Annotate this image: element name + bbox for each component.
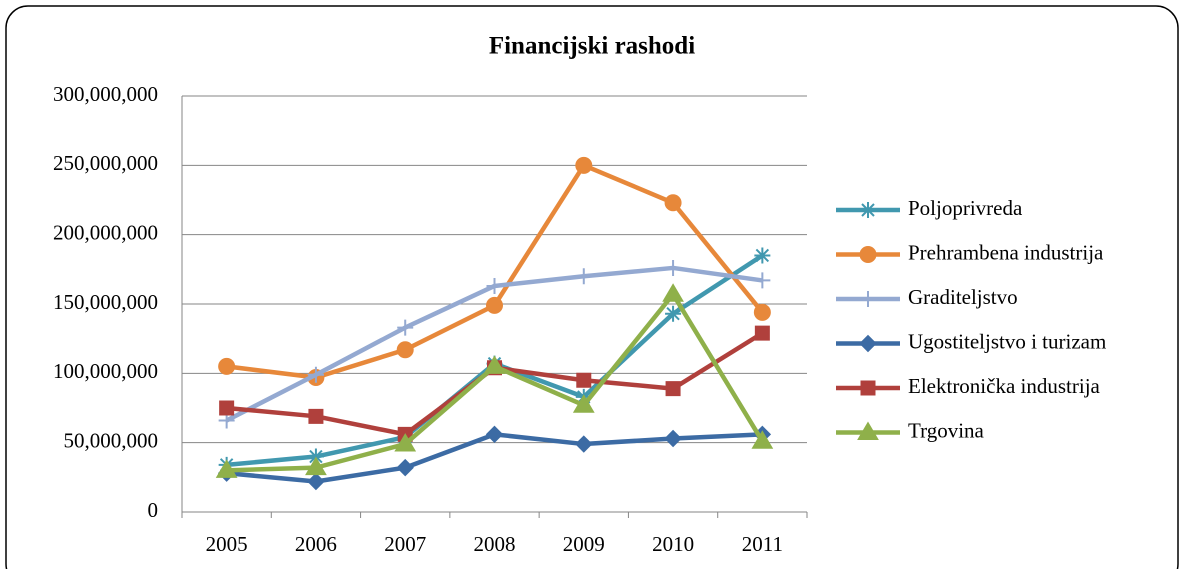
marker xyxy=(485,425,504,444)
legend-label: Poljoprivreda xyxy=(908,196,1023,220)
marker xyxy=(754,325,770,341)
x-tick-label: 2011 xyxy=(742,532,783,556)
x-tick-label: 2007 xyxy=(384,532,426,556)
marker xyxy=(307,366,324,383)
marker xyxy=(664,194,682,212)
marker xyxy=(859,246,877,263)
x-tick-label: 2006 xyxy=(295,532,337,556)
marker xyxy=(485,296,504,314)
marker xyxy=(394,433,417,452)
marker xyxy=(860,291,876,307)
marker xyxy=(665,259,682,276)
marker xyxy=(754,247,771,264)
y-tick-label: 50,000,000 xyxy=(64,428,159,452)
marker xyxy=(753,303,771,321)
marker xyxy=(664,429,682,448)
legend-label: Ugostiteljstvo i turizam xyxy=(908,329,1106,353)
marker xyxy=(860,202,876,218)
chart-title: Financijski rashodi xyxy=(489,33,695,60)
y-tick-label: 150,000,000 xyxy=(53,290,158,314)
marker xyxy=(662,283,684,302)
marker xyxy=(307,448,324,465)
y-tick-label: 250,000,000 xyxy=(53,151,158,175)
legend-label: Graditeljstvo xyxy=(908,285,1018,309)
marker xyxy=(397,319,414,336)
marker xyxy=(305,456,327,476)
marker xyxy=(859,334,877,353)
legend-label: Prehrambena industrija xyxy=(908,240,1104,264)
marker xyxy=(483,355,506,374)
y-tick-label: 100,000,000 xyxy=(53,359,158,383)
marker xyxy=(572,394,595,413)
marker xyxy=(575,156,593,174)
y-tick-label: 0 xyxy=(148,498,159,522)
marker xyxy=(576,372,592,388)
marker xyxy=(307,472,325,491)
x-tick-label: 2009 xyxy=(563,532,605,556)
x-tick-label: 2010 xyxy=(652,532,694,556)
marker xyxy=(857,421,879,440)
legend-label: Elektronička industrija xyxy=(908,374,1101,398)
chart-border xyxy=(5,5,1179,569)
marker xyxy=(396,341,414,359)
x-tick-label: 2005 xyxy=(206,532,248,556)
marker xyxy=(396,458,414,477)
marker xyxy=(215,459,238,478)
x-tick-label: 2008 xyxy=(474,532,516,556)
legend-label: Trgovina xyxy=(908,418,985,442)
marker xyxy=(665,305,682,322)
marker xyxy=(665,381,681,397)
marker xyxy=(486,277,503,294)
marker xyxy=(575,268,592,285)
marker xyxy=(219,400,235,416)
marker xyxy=(575,435,593,453)
marker xyxy=(860,380,876,396)
marker xyxy=(751,430,774,449)
y-tick-label: 200,000,000 xyxy=(53,220,158,244)
marker xyxy=(308,408,324,424)
y-tick-label: 300,000,000 xyxy=(53,82,158,106)
marker xyxy=(218,357,236,375)
marker xyxy=(754,272,771,289)
